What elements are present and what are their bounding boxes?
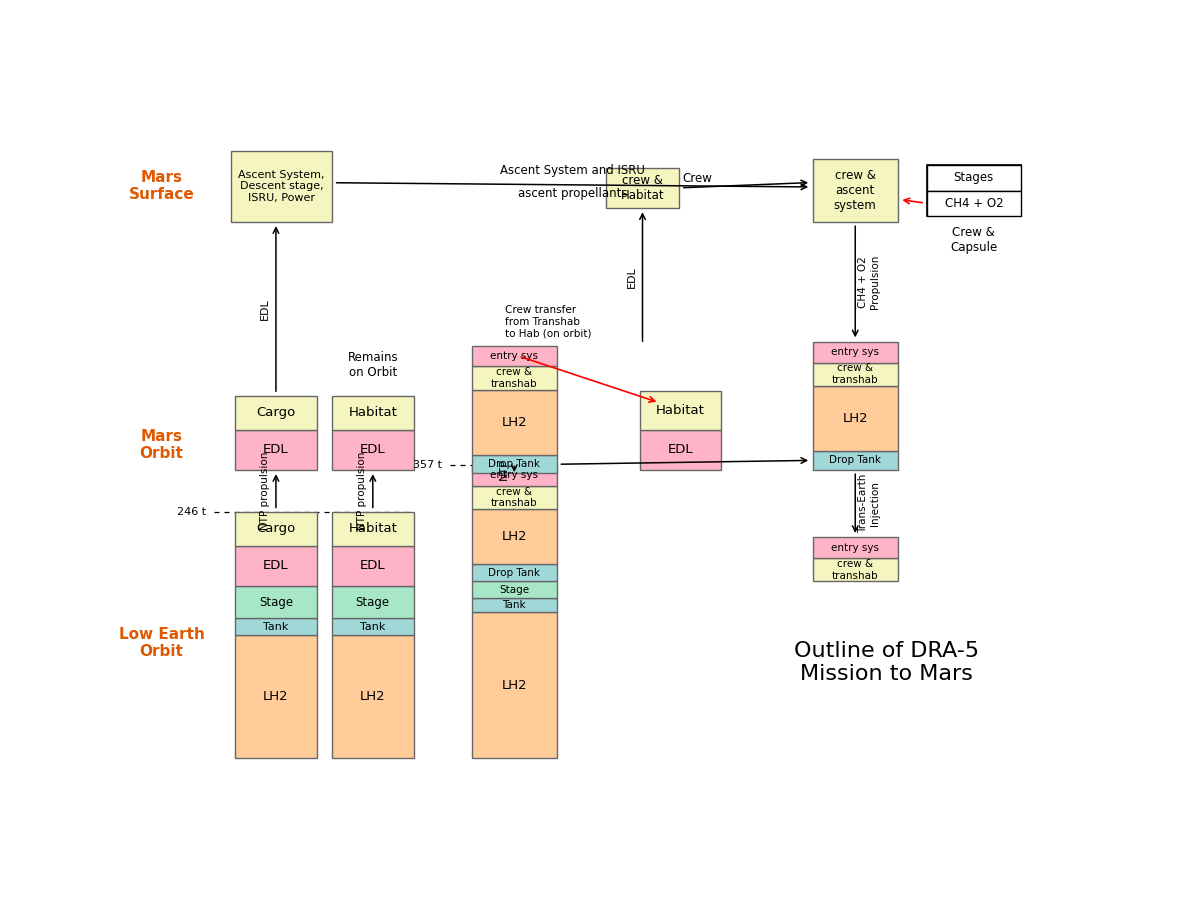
Text: Low Earth
Orbit: Low Earth Orbit bbox=[119, 626, 204, 659]
Text: Habitat: Habitat bbox=[348, 406, 397, 419]
Text: Stage: Stage bbox=[259, 595, 293, 609]
Text: Habitat: Habitat bbox=[656, 403, 704, 417]
Text: CH4 + O2
Propulsion: CH4 + O2 Propulsion bbox=[858, 255, 880, 309]
Bar bbox=[472, 509, 557, 564]
Text: NTP propulsion: NTP propulsion bbox=[260, 451, 270, 530]
Text: Remains
on Orbit: Remains on Orbit bbox=[348, 351, 398, 379]
Text: Tank: Tank bbox=[360, 622, 385, 632]
Bar bbox=[332, 618, 414, 635]
Bar bbox=[235, 396, 317, 429]
Text: crew &
transhab: crew & transhab bbox=[491, 487, 538, 508]
Text: ascent propellants: ascent propellants bbox=[517, 186, 628, 200]
Text: Stages: Stages bbox=[954, 171, 994, 184]
Text: LH2: LH2 bbox=[502, 530, 527, 543]
Bar bbox=[235, 429, 317, 470]
Text: crew &
transhab: crew & transhab bbox=[491, 367, 538, 389]
Text: Crew &
Capsule: Crew & Capsule bbox=[950, 226, 997, 254]
Text: crew &
ascent
system: crew & ascent system bbox=[834, 169, 877, 212]
Bar bbox=[235, 512, 317, 546]
Bar bbox=[812, 537, 898, 558]
Bar bbox=[472, 598, 557, 612]
Text: NTP: NTP bbox=[498, 458, 509, 481]
Text: Stage: Stage bbox=[499, 585, 529, 595]
Bar bbox=[640, 391, 721, 429]
Bar bbox=[472, 612, 557, 758]
Text: Ascent System,
Descent stage,
ISRU, Power: Ascent System, Descent stage, ISRU, Powe… bbox=[239, 170, 325, 203]
Bar bbox=[472, 465, 557, 486]
Text: NTP propulsion: NTP propulsion bbox=[356, 451, 367, 530]
Bar bbox=[472, 346, 557, 367]
Text: 246 t: 246 t bbox=[176, 507, 206, 517]
Bar bbox=[332, 635, 414, 758]
Text: Mars
Orbit: Mars Orbit bbox=[139, 429, 184, 461]
Text: Tank: Tank bbox=[503, 600, 526, 610]
Text: Cargo: Cargo bbox=[257, 523, 295, 536]
Text: entry sys: entry sys bbox=[491, 351, 539, 361]
Bar bbox=[235, 546, 317, 586]
Bar bbox=[926, 165, 1021, 215]
Bar bbox=[926, 165, 1021, 191]
Bar bbox=[332, 546, 414, 586]
Bar bbox=[812, 342, 898, 362]
Text: EDL: EDL bbox=[263, 559, 289, 572]
Bar bbox=[332, 429, 414, 470]
Bar bbox=[332, 396, 414, 429]
Text: Drop Tank: Drop Tank bbox=[488, 568, 540, 578]
Text: Crew transfer
from Transhab
to Hab (on orbit): Crew transfer from Transhab to Hab (on o… bbox=[505, 305, 592, 338]
Text: Habitat: Habitat bbox=[348, 523, 397, 536]
Text: crew &
Habitat: crew & Habitat bbox=[620, 174, 665, 202]
Bar bbox=[472, 581, 557, 598]
Bar bbox=[332, 512, 414, 546]
Text: Mars
Surface: Mars Surface bbox=[128, 170, 194, 203]
Text: EDL: EDL bbox=[360, 559, 385, 572]
Text: Drop Tank: Drop Tank bbox=[829, 456, 881, 466]
Bar bbox=[232, 151, 332, 222]
Bar bbox=[606, 168, 679, 208]
Text: Stage: Stage bbox=[355, 595, 390, 609]
Bar bbox=[472, 564, 557, 581]
Bar bbox=[812, 558, 898, 581]
Text: LH2: LH2 bbox=[263, 691, 289, 703]
Text: crew &
transhab: crew & transhab bbox=[832, 559, 878, 580]
Text: Ascent System and ISRU: Ascent System and ISRU bbox=[500, 163, 644, 177]
Bar bbox=[812, 386, 898, 451]
Text: Drop Tank: Drop Tank bbox=[488, 459, 540, 470]
Text: Crew: Crew bbox=[683, 171, 713, 184]
Bar bbox=[472, 390, 557, 455]
Bar bbox=[812, 451, 898, 470]
Text: entry sys: entry sys bbox=[832, 348, 880, 358]
Text: entry sys: entry sys bbox=[832, 543, 880, 553]
Text: 357 t: 357 t bbox=[413, 460, 442, 470]
Bar bbox=[472, 486, 557, 509]
Text: EDL: EDL bbox=[360, 443, 385, 456]
Text: LH2: LH2 bbox=[360, 691, 385, 703]
Text: LH2: LH2 bbox=[502, 679, 527, 691]
Text: EDL: EDL bbox=[263, 443, 289, 456]
Text: Cargo: Cargo bbox=[257, 406, 295, 419]
Bar bbox=[235, 586, 317, 618]
Text: entry sys: entry sys bbox=[491, 470, 539, 481]
Text: Tank: Tank bbox=[263, 622, 289, 632]
Text: crew &
transhab: crew & transhab bbox=[832, 363, 878, 385]
Bar bbox=[926, 191, 1021, 215]
Text: EDL: EDL bbox=[667, 443, 694, 456]
Text: LH2: LH2 bbox=[502, 415, 527, 429]
Bar bbox=[640, 429, 721, 470]
Text: CH4 + O2: CH4 + O2 bbox=[944, 196, 1003, 209]
Bar bbox=[472, 367, 557, 390]
Text: EDL: EDL bbox=[626, 266, 637, 288]
Text: Outline of DRA-5
Mission to Mars: Outline of DRA-5 Mission to Mars bbox=[793, 641, 979, 684]
Text: EDL: EDL bbox=[260, 298, 270, 320]
Bar bbox=[812, 362, 898, 386]
Text: Trans-Earth
Injection: Trans-Earth Injection bbox=[858, 474, 880, 533]
Bar bbox=[812, 159, 898, 222]
Bar bbox=[332, 586, 414, 618]
Bar bbox=[235, 618, 317, 635]
Bar bbox=[472, 455, 557, 473]
Bar bbox=[235, 635, 317, 758]
Text: LH2: LH2 bbox=[842, 412, 868, 425]
